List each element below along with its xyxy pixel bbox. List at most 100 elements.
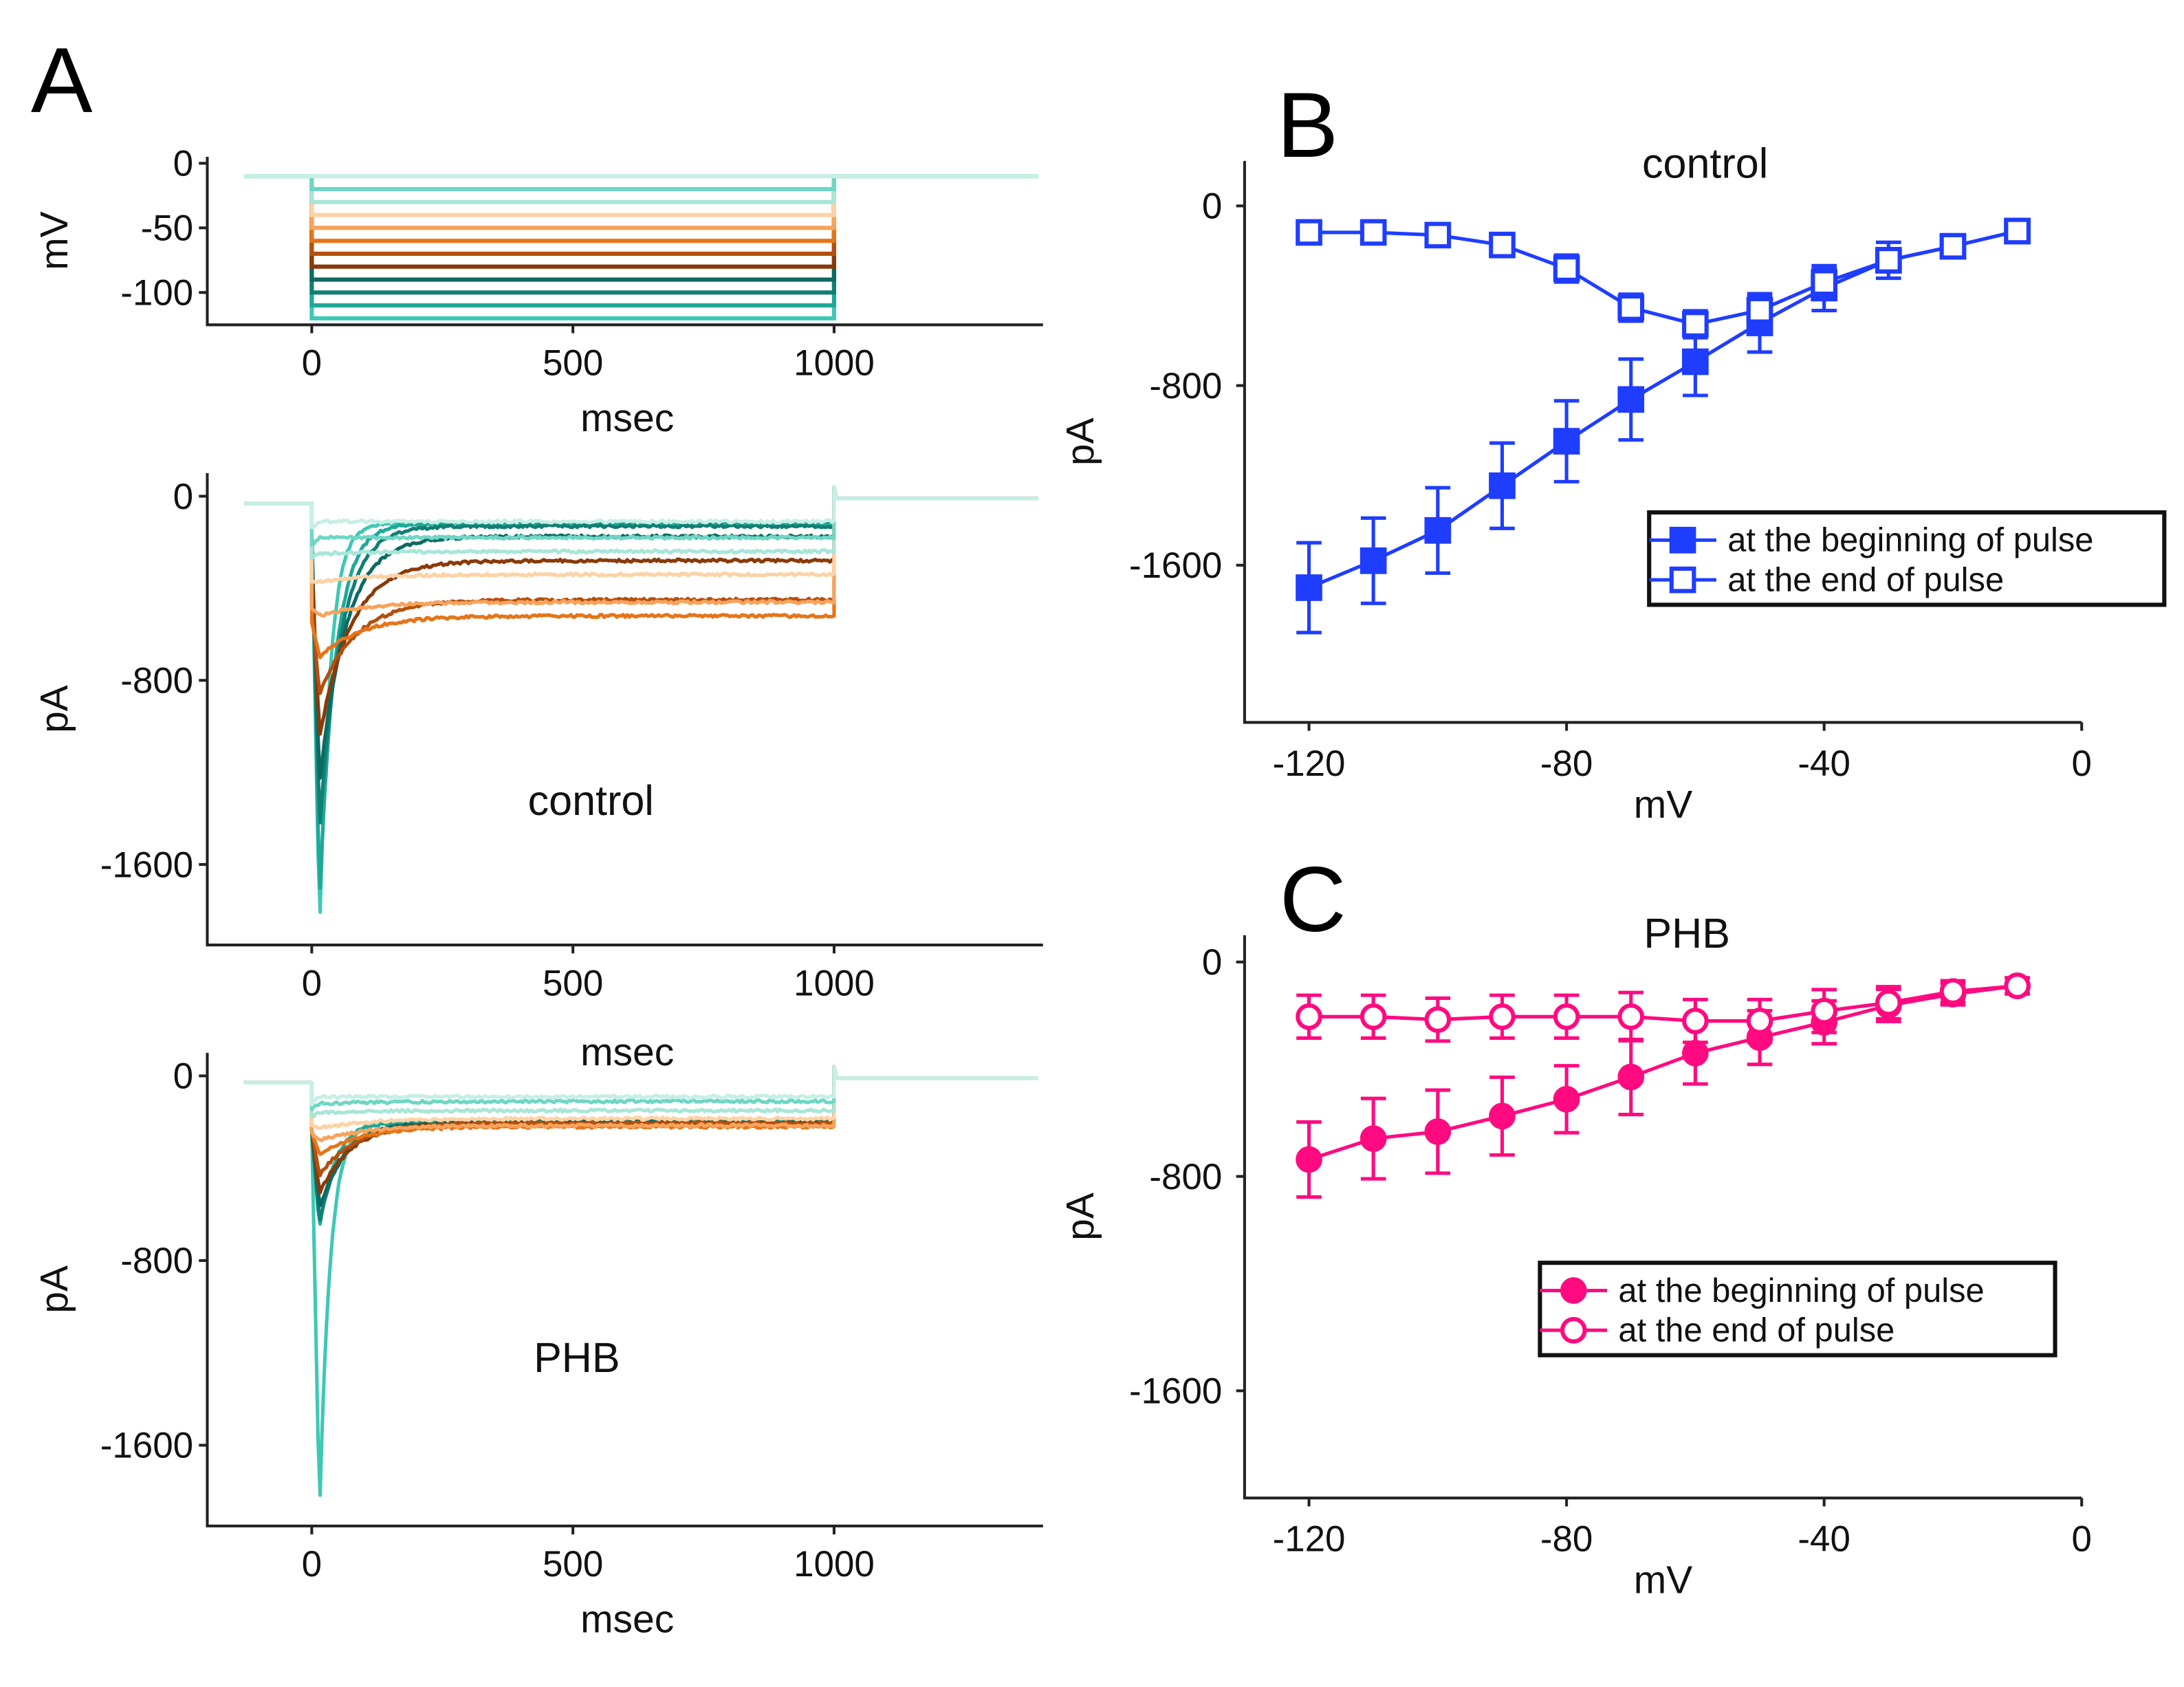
y-tick-label: 0 bbox=[173, 477, 193, 517]
legend-marker bbox=[1562, 1279, 1585, 1302]
data-point bbox=[1491, 475, 1514, 497]
data-point bbox=[1491, 1005, 1514, 1028]
axis-lines bbox=[207, 473, 1042, 945]
x-tick-label: 500 bbox=[543, 343, 603, 384]
y-tick-label: -100 bbox=[120, 273, 193, 314]
data-point bbox=[1362, 1127, 1385, 1150]
current-trace bbox=[244, 487, 1038, 545]
control-current-plot: 0 500 1000 0 -800 -1600 msec pA control bbox=[32, 473, 1043, 1074]
voltage-trace bbox=[244, 176, 1038, 215]
data-point bbox=[1813, 1000, 1835, 1023]
legend-label: at the beginning of pulse bbox=[1618, 1272, 1984, 1309]
current-trace bbox=[244, 487, 1038, 888]
panel-label-a: A bbox=[31, 29, 93, 132]
x-tick-label: 1000 bbox=[794, 963, 875, 1003]
data-point bbox=[1298, 1005, 1320, 1028]
legend-marker bbox=[1672, 569, 1694, 591]
data-point bbox=[1491, 1105, 1514, 1128]
data-point bbox=[1619, 1005, 1642, 1028]
data-point bbox=[1813, 271, 1835, 294]
legend-marker bbox=[1672, 529, 1694, 552]
current-trace bbox=[244, 1067, 1038, 1224]
trace-title: PHB bbox=[534, 1334, 620, 1381]
panel-label-c: C bbox=[1280, 848, 1346, 951]
data-point bbox=[1942, 980, 1965, 1003]
y-tick-label: -1600 bbox=[100, 1426, 193, 1466]
plot-title: PHB bbox=[1644, 910, 1730, 957]
phb-current-plot: 0 500 1000 0 -800 -1600 msec pA PHB bbox=[32, 1053, 1043, 1642]
y-axis-label: pA bbox=[32, 1265, 76, 1314]
data-point bbox=[1362, 549, 1385, 572]
x-tick-label: 0 bbox=[302, 343, 322, 384]
legend-label: at the end of pulse bbox=[1618, 1312, 1894, 1349]
x-axis-label: msec bbox=[580, 396, 674, 440]
data-point bbox=[1491, 234, 1514, 257]
y-tick-label: -1600 bbox=[100, 845, 193, 885]
y-tick-label: -800 bbox=[120, 1241, 193, 1281]
x-tick-label: 500 bbox=[543, 1544, 603, 1585]
x-tick-label: 1000 bbox=[794, 343, 875, 384]
data-point bbox=[1684, 1042, 1707, 1065]
x-tick-label: 0 bbox=[2072, 743, 2092, 784]
voltage-trace bbox=[244, 176, 1038, 318]
current-trace bbox=[244, 487, 1038, 693]
data-point bbox=[1619, 296, 1642, 319]
y-tick-label: 0 bbox=[1202, 942, 1222, 983]
figure: A B C 0 500 1000 0 -50 -100 msec mV 0 500 1000 0 -8… bbox=[0, 0, 2184, 1687]
data-point bbox=[1555, 257, 1578, 280]
data-point bbox=[1298, 1149, 1320, 1171]
x-tick-label: -80 bbox=[1540, 1519, 1593, 1560]
data-point bbox=[1877, 992, 1900, 1014]
data-point bbox=[2006, 975, 2029, 997]
data-point bbox=[1427, 1008, 1450, 1031]
data-point bbox=[1619, 1066, 1642, 1089]
series-line bbox=[1309, 986, 2018, 1021]
data-point bbox=[1298, 221, 1320, 244]
data-point bbox=[1749, 1010, 1771, 1032]
data-point bbox=[1619, 389, 1642, 411]
panel-label-b: B bbox=[1277, 74, 1339, 177]
x-tick-label: -120 bbox=[1273, 743, 1346, 784]
data-point bbox=[1877, 249, 1900, 272]
legend-marker bbox=[1562, 1319, 1585, 1342]
series-line bbox=[1309, 986, 2018, 1160]
data-point bbox=[1427, 519, 1450, 542]
y-tick-label: 0 bbox=[173, 144, 193, 184]
y-axis-label: pA bbox=[32, 685, 76, 733]
y-tick-label: 0 bbox=[1202, 186, 1222, 227]
series-line bbox=[1309, 231, 2018, 325]
data-point bbox=[1749, 299, 1771, 322]
x-axis-label: mV bbox=[1634, 783, 1692, 827]
y-tick-label: -50 bbox=[141, 208, 193, 249]
data-point bbox=[1298, 576, 1320, 599]
x-tick-label: 0 bbox=[302, 963, 322, 1003]
x-axis-label: msec bbox=[580, 1030, 674, 1074]
current-trace bbox=[244, 487, 1038, 583]
x-axis-label: mV bbox=[1634, 1558, 1692, 1602]
x-tick-label: 500 bbox=[543, 963, 603, 1003]
x-tick-label: -120 bbox=[1273, 1519, 1346, 1560]
plot-title: control bbox=[1642, 140, 1768, 187]
trace-title: control bbox=[528, 777, 654, 824]
data-point bbox=[1942, 235, 1965, 258]
data-point bbox=[1684, 313, 1707, 336]
x-axis-label: msec bbox=[580, 1598, 674, 1642]
data-point bbox=[1555, 430, 1578, 453]
data-point bbox=[1427, 1120, 1450, 1143]
data-point bbox=[1362, 1005, 1385, 1028]
x-tick-label: 1000 bbox=[794, 1544, 875, 1585]
y-tick-label: -800 bbox=[120, 661, 193, 701]
y-axis-label: pA bbox=[1058, 1193, 1102, 1241]
x-tick-label: -40 bbox=[1798, 1519, 1850, 1560]
data-point bbox=[1684, 351, 1707, 373]
data-point bbox=[1684, 1010, 1707, 1032]
phb-iv-plot: -120 -80 -40 0 0 -800 -1600 mV pA PHB at the begin… bbox=[1058, 910, 2092, 1602]
voltage-protocol-plot: 0 500 1000 0 -50 -100 msec mV bbox=[32, 144, 1043, 440]
y-tick-label: 0 bbox=[173, 1056, 193, 1097]
data-point bbox=[1555, 1088, 1578, 1111]
y-axis-label: pA bbox=[1058, 417, 1102, 466]
data-point bbox=[1555, 1005, 1578, 1028]
y-tick-label: -1600 bbox=[1129, 1371, 1222, 1412]
y-axis-label: mV bbox=[32, 211, 76, 270]
legend-label: at the beginning of pulse bbox=[1727, 522, 2093, 559]
